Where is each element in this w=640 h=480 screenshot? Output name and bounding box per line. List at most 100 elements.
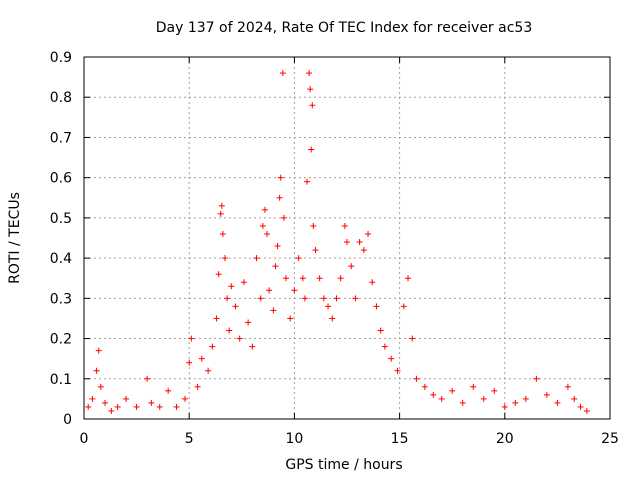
data-point [348,263,355,270]
data-point [308,146,315,153]
data-point [369,279,376,286]
data-point [304,178,311,185]
data-point [215,271,222,278]
data-point [533,375,540,382]
data-point [301,295,308,302]
y-tick-label: 0.1 [50,372,72,388]
data-point [277,174,284,181]
data-point [276,194,283,201]
data-point [85,403,92,410]
data-point [352,295,359,302]
plot-frame [83,56,611,420]
data-point [226,327,233,334]
x-tick-labels: 0 5 10 15 20 25 [80,431,619,447]
data-point [413,375,420,382]
data-point [459,399,466,406]
data-point [522,395,529,402]
x-tick-label: 5 [185,431,194,447]
data-point [388,355,395,362]
data-point [365,230,372,237]
x-tick-label: 10 [285,431,303,447]
data-point [232,303,239,310]
data-point [333,295,340,302]
data-point [224,295,231,302]
data-point [236,335,243,342]
data-point [219,230,226,237]
data-point [240,279,247,286]
data-point [306,70,313,77]
data-point [295,255,302,262]
data-point [501,403,508,410]
data-point [287,315,294,322]
data-point [89,395,96,402]
y-tick-label: 0.9 [50,50,72,66]
data-point [123,395,130,402]
data-point [449,387,456,394]
data-point [218,202,225,209]
data-point [144,375,151,382]
data-point [270,307,277,314]
data-point [114,403,121,410]
data-point [480,395,487,402]
data-point [228,283,235,290]
data-point [282,275,289,282]
data-point [325,303,332,310]
data-point [543,391,550,398]
data-point [257,295,264,302]
data-point [377,327,384,334]
data-point [148,399,155,406]
data-point [360,247,367,254]
x-tick-label: 15 [391,431,409,447]
data-point [329,315,336,322]
grid [84,57,610,419]
data-point [310,222,317,229]
x-tick-label: 20 [496,431,514,447]
y-tick-label: 0.2 [50,332,72,348]
data-point [264,230,271,237]
data-point [430,391,437,398]
data-point [577,403,584,410]
data-point [564,383,571,390]
data-point [320,295,327,302]
data-point [133,403,140,410]
data-point [344,239,350,246]
x-axis-label: GPS time / hours [285,457,402,473]
data-point [279,70,286,77]
x-tick-label: 25 [601,431,619,447]
data-point [274,243,281,250]
data-point [198,355,205,362]
data-point [108,407,115,414]
data-point [188,335,195,342]
data-point [421,383,428,390]
y-tick-label: 0.7 [50,130,72,146]
data-point [583,407,590,414]
data-point [381,343,388,350]
data-point [405,275,412,282]
data-point [259,222,266,229]
data-point [280,214,287,221]
data-point [356,239,363,246]
data-point [209,343,216,350]
data-point [409,335,416,342]
data-point [438,395,445,402]
axis-ticks [83,56,611,420]
data-point [394,367,401,374]
data-point [554,399,561,406]
data-point [253,255,260,262]
data-point [261,206,268,213]
data-point [186,359,193,366]
data-point [512,399,519,406]
data-point [341,222,348,229]
data-point [373,303,380,310]
data-point [272,263,279,270]
data-point [337,275,344,282]
data-point [221,255,228,262]
data-point [266,287,273,294]
data-point [217,210,224,217]
data-point [249,343,256,350]
y-tick-label: 0.8 [50,90,72,106]
data-point [309,102,316,109]
data-point [93,367,100,374]
x-tick-label: 0 [80,431,89,447]
